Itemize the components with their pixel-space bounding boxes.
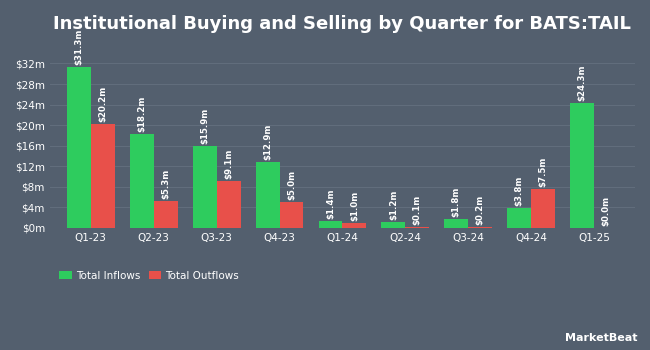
Text: $1.8m: $1.8m (452, 186, 461, 217)
Text: $18.2m: $18.2m (137, 96, 146, 132)
Bar (130, 134, 153, 228)
Text: $9.1m: $9.1m (224, 149, 233, 179)
Text: $0.0m: $0.0m (601, 196, 610, 226)
Bar (343, 223, 367, 228)
Text: $5.3m: $5.3m (161, 168, 170, 199)
Bar (192, 146, 216, 228)
Bar (216, 181, 240, 228)
Text: $20.2m: $20.2m (98, 86, 107, 122)
Title: Institutional Buying and Selling by Quarter for BATS:TAIL: Institutional Buying and Selling by Quar… (53, 15, 631, 33)
Text: $0.1m: $0.1m (413, 195, 422, 225)
Text: $1.2m: $1.2m (389, 189, 398, 220)
Bar (382, 222, 406, 228)
Bar (468, 227, 492, 228)
Bar (91, 124, 114, 228)
Bar (445, 219, 468, 228)
Bar (531, 189, 555, 228)
Bar (255, 162, 280, 228)
Legend: Total Inflows, Total Outflows: Total Inflows, Total Outflows (55, 266, 243, 285)
Bar (153, 201, 177, 228)
Text: MarketBeat: MarketBeat (564, 333, 637, 343)
Text: $12.9m: $12.9m (263, 123, 272, 160)
Text: $5.0m: $5.0m (287, 170, 296, 200)
Text: $24.3m: $24.3m (578, 64, 587, 101)
Text: $15.9m: $15.9m (200, 108, 209, 144)
Text: $31.3m: $31.3m (74, 29, 83, 65)
Text: $3.8m: $3.8m (515, 176, 524, 206)
Text: $0.2m: $0.2m (476, 195, 485, 225)
Text: $7.5m: $7.5m (539, 157, 548, 187)
Bar (570, 103, 594, 228)
Bar (67, 67, 91, 228)
Bar (318, 221, 343, 228)
Text: $1.4m: $1.4m (326, 188, 335, 219)
Text: $1.0m: $1.0m (350, 190, 359, 221)
Bar (280, 202, 304, 228)
Bar (507, 208, 531, 228)
